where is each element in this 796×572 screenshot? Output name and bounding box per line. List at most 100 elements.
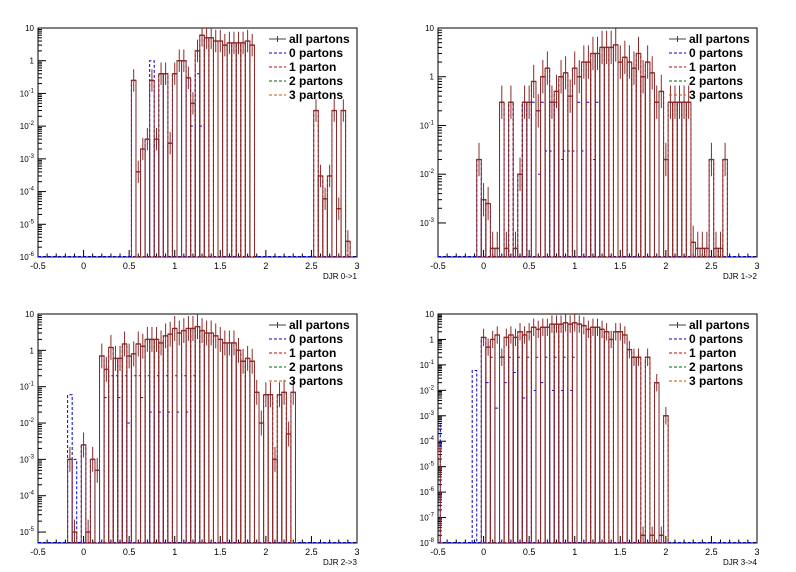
bar xyxy=(540,326,546,543)
bar xyxy=(599,328,605,543)
bar xyxy=(108,346,114,543)
bar xyxy=(530,101,537,257)
bar xyxy=(685,101,692,257)
bar xyxy=(326,175,333,257)
bar xyxy=(126,422,132,543)
bar xyxy=(585,61,592,257)
bar xyxy=(521,397,528,543)
bar xyxy=(121,375,128,543)
bar xyxy=(653,101,660,257)
legend-label: all partons xyxy=(289,32,350,46)
bar xyxy=(144,138,151,257)
bar xyxy=(617,331,624,543)
y-tick-label: 10-5 xyxy=(420,462,435,472)
bar xyxy=(263,394,269,543)
bar xyxy=(526,331,532,543)
bar xyxy=(89,458,96,543)
bar xyxy=(544,356,551,543)
bar xyxy=(222,342,228,543)
x-tick-label: 2.5 xyxy=(305,547,318,557)
plot-area xyxy=(38,28,357,257)
legend-label: 2 partons xyxy=(689,74,743,88)
bar xyxy=(285,433,292,543)
bar xyxy=(140,345,146,543)
bar xyxy=(203,332,210,543)
x-tick-label: 0.5 xyxy=(523,261,536,271)
y-tick-label: 10-1 xyxy=(420,120,435,130)
bar xyxy=(194,326,201,543)
y-tick-label: 1 xyxy=(30,57,35,66)
bar xyxy=(117,397,123,543)
bar xyxy=(176,60,183,257)
bar xyxy=(594,52,601,257)
bar xyxy=(167,333,173,543)
bar xyxy=(585,328,592,543)
y-tick-label: 10-3 xyxy=(420,218,435,228)
bar xyxy=(126,355,132,543)
x-tick-label: -0.5 xyxy=(30,547,46,557)
bar xyxy=(489,338,496,543)
y-tick-label: 10-7 xyxy=(420,513,435,523)
bar xyxy=(512,336,519,543)
bar xyxy=(235,42,242,257)
y-tick-label: 1 xyxy=(430,335,435,344)
bar xyxy=(617,331,624,543)
bar xyxy=(612,331,619,543)
bar xyxy=(590,52,596,257)
bar xyxy=(622,334,628,543)
bar xyxy=(535,173,542,257)
bar xyxy=(635,52,642,257)
bar xyxy=(530,326,537,543)
plot-area xyxy=(438,314,757,543)
bar xyxy=(240,42,246,257)
bar xyxy=(249,44,255,257)
bar xyxy=(231,42,237,257)
bar xyxy=(521,334,528,543)
bar xyxy=(485,382,491,543)
bar xyxy=(99,355,105,543)
bar xyxy=(540,76,546,257)
bar xyxy=(562,150,569,257)
bar xyxy=(567,323,573,543)
bar xyxy=(494,407,501,543)
bar xyxy=(217,40,224,257)
bar xyxy=(140,148,146,257)
bar xyxy=(549,323,555,543)
legend-label: 0 partons xyxy=(689,46,743,60)
bar xyxy=(222,44,228,257)
bar xyxy=(135,343,142,543)
bar xyxy=(635,356,642,543)
y-tick-label: 10 xyxy=(25,24,34,33)
bar xyxy=(162,73,169,257)
bar xyxy=(640,76,646,257)
bar xyxy=(190,327,196,543)
bar xyxy=(658,90,665,257)
bar xyxy=(258,422,265,543)
bar xyxy=(235,42,242,257)
bar xyxy=(149,338,155,543)
bar xyxy=(571,67,578,257)
bar xyxy=(553,90,560,257)
bar xyxy=(553,101,560,257)
bar xyxy=(517,331,523,543)
bar xyxy=(558,76,564,257)
bar xyxy=(112,357,119,543)
bar xyxy=(181,330,187,543)
bar xyxy=(208,332,214,543)
legend-label: all partons xyxy=(689,32,750,46)
bar xyxy=(240,360,246,543)
bar xyxy=(121,343,128,543)
series-all-partons xyxy=(438,314,669,543)
bar xyxy=(121,343,128,543)
bar xyxy=(503,382,510,543)
bar xyxy=(480,336,487,543)
bar xyxy=(530,80,537,257)
bar xyxy=(635,52,642,257)
y-tick-label: 1 xyxy=(30,346,35,355)
x-tick-label: 1.5 xyxy=(614,261,627,271)
bar xyxy=(508,334,514,543)
y-tick-label: 10-5 xyxy=(20,219,35,229)
x-axis-label: DJR 0->1 xyxy=(323,272,358,281)
bar xyxy=(208,37,214,257)
